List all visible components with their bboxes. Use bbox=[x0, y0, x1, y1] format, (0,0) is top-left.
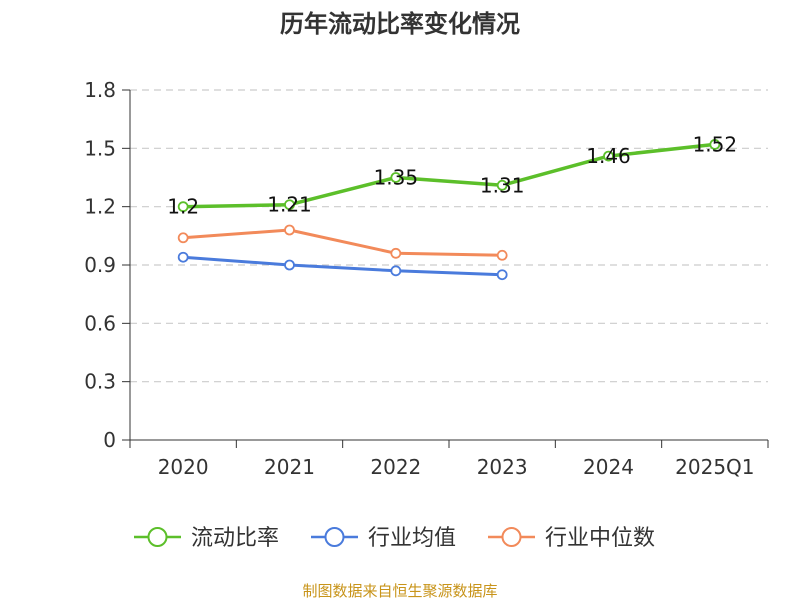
data-label: 1.52 bbox=[693, 132, 738, 156]
legend-marker bbox=[501, 527, 522, 547]
y-tick-label: 1.2 bbox=[84, 195, 116, 219]
data-label: 1.35 bbox=[374, 166, 419, 190]
gridlines bbox=[130, 89, 768, 383]
data-point bbox=[284, 199, 295, 211]
data-point bbox=[390, 247, 402, 259]
legend-marker bbox=[324, 527, 345, 547]
data-label: 1.21 bbox=[267, 193, 312, 217]
y-tick-label: 1.5 bbox=[84, 136, 116, 160]
y-tick-label: 0.9 bbox=[84, 253, 116, 277]
chart-title: 历年流动比率变化情况 bbox=[280, 10, 520, 38]
data-point bbox=[603, 150, 614, 162]
y-tick-label: 0.6 bbox=[84, 311, 116, 335]
legend-item[interactable]: 行业中位数 bbox=[488, 526, 655, 551]
x-tick-label: 2023 bbox=[477, 455, 528, 479]
legend-item[interactable]: 流动比率 bbox=[134, 526, 279, 551]
source-note: 制图数据来自恒生聚源数据库 bbox=[302, 582, 497, 600]
legend-label: 行业均值 bbox=[368, 526, 456, 551]
series-line bbox=[181, 142, 717, 209]
data-point bbox=[177, 251, 189, 263]
y-tick-label: 0.3 bbox=[84, 370, 116, 394]
data-label: 1.31 bbox=[480, 173, 525, 197]
x-tick-label: 2020 bbox=[158, 455, 209, 479]
data-point bbox=[390, 265, 402, 277]
data-point bbox=[496, 249, 508, 261]
data-labels: 1.2 1.21 1.35 1.31 1.46 1.52 bbox=[167, 132, 737, 218]
legend-label: 行业中位数 bbox=[545, 526, 655, 551]
series-line bbox=[181, 255, 504, 277]
data-point bbox=[177, 201, 189, 213]
y-tick-label: 1.8 bbox=[84, 78, 116, 102]
data-label: 1.46 bbox=[586, 144, 631, 168]
data-label: 1.2 bbox=[167, 195, 199, 219]
y-tick-label: 0 bbox=[103, 428, 116, 452]
legend-label: 流动比率 bbox=[191, 526, 279, 551]
data-point bbox=[496, 269, 508, 281]
data-point bbox=[496, 179, 508, 191]
data-point bbox=[709, 139, 721, 150]
axes: 0 0.3 0.6 0.9 1.2 1.5 1.8 2020 2021 2022 2023 2024 2… bbox=[84, 78, 769, 479]
legend-marker bbox=[147, 527, 168, 547]
x-tick-label: 2022 bbox=[370, 455, 421, 479]
data-point bbox=[177, 232, 189, 244]
x-tick-label: 2021 bbox=[264, 455, 315, 479]
x-tick-label: 2024 bbox=[583, 455, 634, 479]
data-point bbox=[284, 259, 295, 271]
legend-item[interactable]: 行业均值 bbox=[311, 526, 456, 551]
x-tick-label: 2025Q1 bbox=[675, 455, 754, 479]
series-line bbox=[181, 228, 504, 257]
legend: 流动比率 行业均值 行业中位数 bbox=[134, 526, 655, 551]
data-point bbox=[390, 172, 402, 183]
data-point bbox=[284, 224, 295, 236]
series-group bbox=[177, 139, 721, 281]
